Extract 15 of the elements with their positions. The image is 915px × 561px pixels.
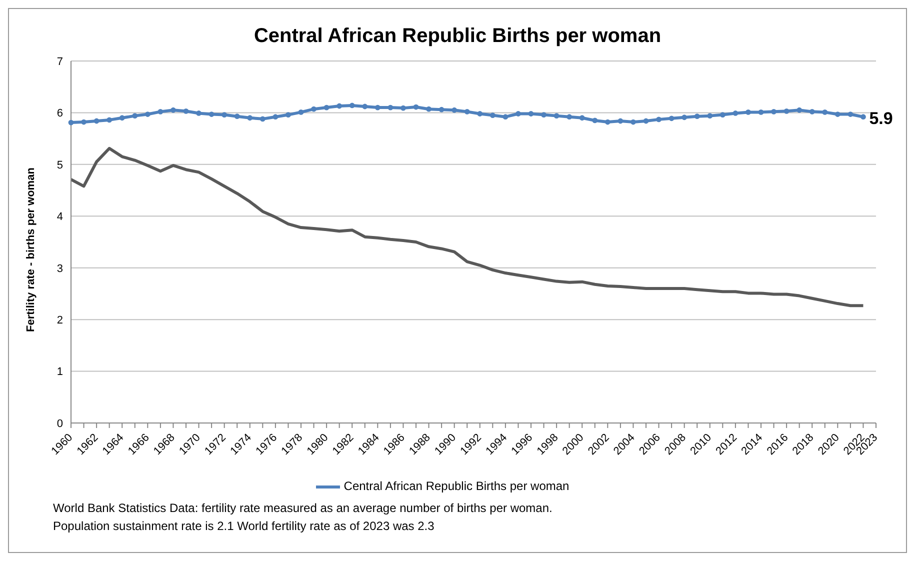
y-tick-label: 6 [56,108,63,120]
y-tick-label: 1 [56,366,63,378]
text: Population sustainment rate is 2.1 World fertility rate as of 2023 was 2.3 [53,518,436,535]
line-series [70,146,865,308]
y-tick-label: 2 [56,314,63,326]
y-axis-title: Fertility rate - births per woman [24,167,37,332]
text: World Bank Statistics Data: fertility rate measured as an average number of births per woman. [53,500,554,517]
y-tick-label: 5 [56,159,63,172]
chart-title: Central African Republic Births per woman [252,25,662,49]
y-tick-label: 7 [56,56,63,68]
y-tick-label: 3 [56,262,63,275]
y-tick-label: 4 [56,211,63,224]
data-label: 5.9 [869,108,893,128]
y-tick-label: 0 [56,418,63,430]
legend-label: Central African Republic Births per woman [344,479,570,494]
